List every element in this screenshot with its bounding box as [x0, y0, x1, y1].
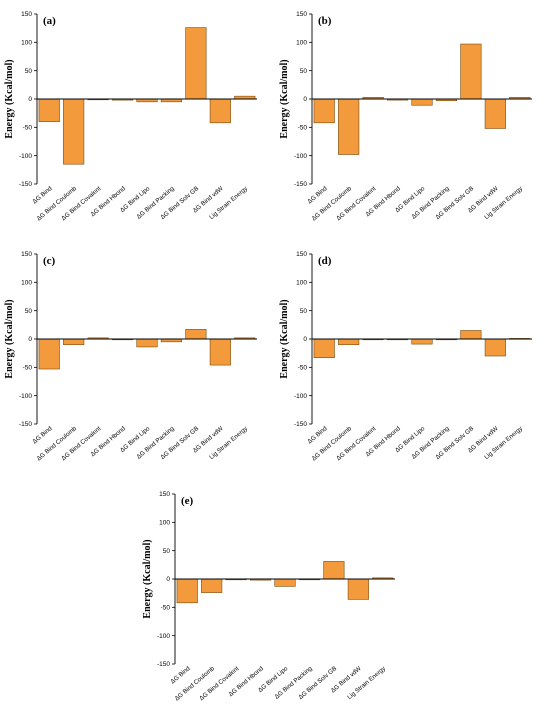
y-tick-label: -50 [161, 605, 171, 612]
y-axis-label: Energy (Kcal/mol) [4, 59, 15, 138]
y-tick-label: 100 [21, 40, 32, 47]
bar [338, 338, 360, 345]
y-tick-label: 50 [25, 68, 33, 75]
y-tick-label: -150 [19, 181, 32, 188]
bar [63, 338, 85, 345]
y-tick-label: 100 [296, 40, 307, 47]
y-axis-label: Energy (Kcal/mol) [279, 59, 290, 138]
x-tick-label: ΔG Bind [31, 185, 54, 206]
bar [460, 43, 482, 100]
bar [460, 330, 482, 340]
y-tick-label: -100 [294, 393, 307, 400]
bar [201, 578, 223, 593]
y-tick-label: -100 [157, 633, 170, 640]
y-tick-label: 100 [159, 520, 170, 527]
bars [313, 330, 531, 359]
y-tick-label: 50 [300, 68, 308, 75]
y-tick-label: 150 [296, 11, 307, 18]
y-tick-label: -150 [294, 181, 307, 188]
panel-label: (c) [43, 255, 56, 267]
y-tick-label: 50 [163, 548, 171, 555]
bar [484, 98, 506, 129]
bar [484, 338, 506, 357]
y-tick-label: 0 [166, 576, 170, 583]
bars [176, 561, 394, 604]
y-tick-label: 150 [21, 11, 32, 18]
bar [323, 561, 345, 580]
y-tick-label: 150 [159, 491, 170, 498]
x-tick-label: ΔG Bind [169, 665, 192, 686]
panel-label: (d) [318, 255, 332, 267]
panel-label: (b) [318, 15, 332, 27]
y-tick-label: 50 [25, 308, 33, 315]
y-tick-label: -50 [298, 365, 308, 372]
y-tick-label: 0 [303, 336, 307, 343]
bar [338, 98, 360, 155]
bars [38, 329, 256, 370]
bar [411, 338, 433, 345]
y-axis-label: Energy (Kcal/mol) [4, 299, 15, 378]
x-tick-label: ΔG Bind [306, 185, 329, 206]
x-tick-label: ΔG Bind [31, 425, 54, 446]
bar [38, 338, 60, 370]
panel-label: (e) [181, 495, 194, 507]
y-tick-label: -150 [294, 421, 307, 428]
y-tick-label: -100 [19, 393, 32, 400]
bar [313, 98, 335, 124]
y-axis-label: Energy (Kcal/mol) [142, 539, 153, 618]
bar [136, 338, 158, 348]
y-tick-label: 0 [303, 96, 307, 103]
bar [63, 98, 85, 165]
bars [38, 27, 256, 165]
y-tick-label: 100 [296, 280, 307, 287]
bar [274, 578, 296, 587]
bar [209, 338, 231, 366]
y-tick-label: -100 [294, 153, 307, 160]
y-tick-label: 50 [300, 308, 308, 315]
bar [185, 27, 207, 100]
panel-label: (a) [43, 15, 56, 27]
y-tick-label: -100 [19, 153, 32, 160]
x-tick-label: ΔG Bind [306, 425, 329, 446]
y-tick-label: 150 [21, 251, 32, 258]
y-tick-label: 0 [28, 96, 32, 103]
y-tick-label: 0 [28, 336, 32, 343]
y-tick-label: -50 [298, 125, 308, 132]
y-tick-label: 150 [296, 251, 307, 258]
bar [313, 338, 335, 359]
bar [176, 578, 198, 604]
bar [38, 98, 60, 122]
y-tick-label: -150 [157, 661, 170, 668]
bar [411, 98, 433, 106]
y-tick-label: -50 [23, 125, 33, 132]
y-axis-label: Energy (Kcal/mol) [279, 299, 290, 378]
y-tick-label: -50 [23, 365, 33, 372]
bar [347, 578, 369, 600]
bar [209, 98, 231, 124]
y-tick-label: 100 [21, 280, 32, 287]
y-tick-label: -150 [19, 421, 32, 428]
bar [185, 329, 207, 340]
